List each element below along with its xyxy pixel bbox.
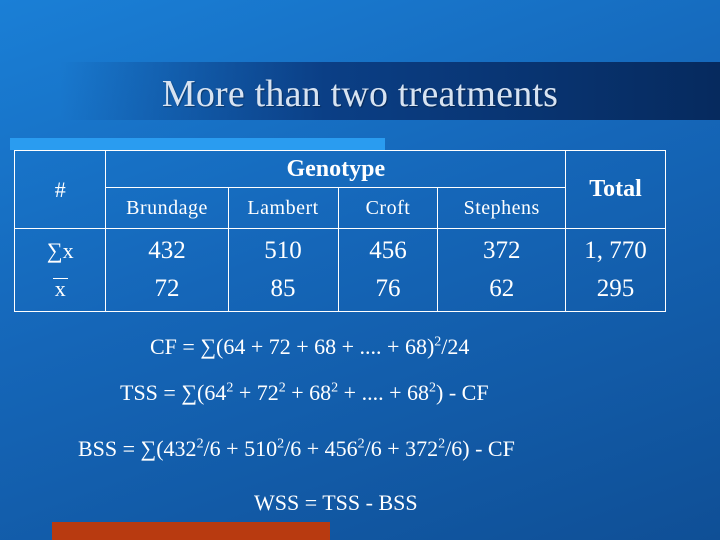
cell-lambert: 510 85 [227,228,339,312]
row-label-sum: ∑x [46,238,74,263]
sum-value: 372 [482,237,521,264]
sum-value: 432 [148,237,186,264]
total-header: Total [565,150,666,229]
sum-value: 456 [369,237,407,264]
cell-stephens: 372 62 [437,228,567,312]
row-label-cell: ∑x x [13,228,107,312]
mean-value: 62 [489,275,515,302]
title-band [60,62,720,120]
hash-header: # [13,150,107,229]
mean-value: 76 [375,275,401,302]
mean-value: 72 [154,275,180,302]
row-label-mean: x [52,276,68,301]
total-sum-value: 1, 770 [584,237,647,264]
slide-title: More than two treatments [161,73,559,115]
tss-formula: TSS = ∑(642 + 722 + 682 + .... + 682) - … [120,380,489,405]
wss-formula: WSS = TSS - BSS [254,490,418,515]
cell-croft: 456 76 [337,228,439,312]
column-stephens: Stephens [437,187,567,229]
column-lambert: Lambert [227,187,339,229]
mean-value: 85 [270,275,296,302]
genotype-table: # Genotype Total Brundage Lambert Croft … [13,150,666,312]
sum-value: 510 [264,237,302,264]
column-brundage: Brundage [105,187,229,229]
cell-total: 1, 770 295 [565,228,666,312]
column-croft: Croft [337,187,439,229]
cf-formula: CF = ∑(64 + 72 + 68 + .... + 68)2/24 [150,334,470,359]
bss-formula: BSS = ∑(4322/6 + 5102/6 + 4562/6 + 3722/… [78,436,515,461]
cell-brundage: 432 72 [105,228,229,312]
footer-bar [52,522,330,540]
genotype-header: Genotype [105,150,567,188]
accent-bar [10,138,385,150]
total-mean-value: 295 [596,275,635,302]
